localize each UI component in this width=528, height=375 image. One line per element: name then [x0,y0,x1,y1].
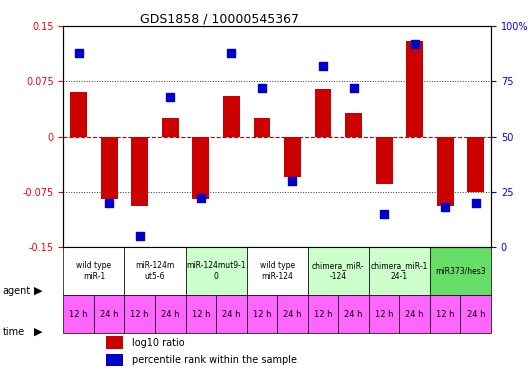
Bar [70,92,87,136]
FancyBboxPatch shape [185,247,247,295]
Point [319,63,327,69]
Point [441,204,449,210]
Text: 24 h: 24 h [344,310,363,319]
Bar [376,136,392,184]
Bar [437,136,454,206]
FancyBboxPatch shape [308,247,369,295]
FancyBboxPatch shape [277,295,308,333]
Bar [162,118,178,136]
FancyBboxPatch shape [155,295,185,333]
Point [258,85,266,91]
Bar [192,136,209,199]
FancyBboxPatch shape [430,295,460,333]
Bar [284,136,301,177]
Point [136,233,144,239]
FancyBboxPatch shape [185,295,216,333]
FancyBboxPatch shape [94,295,125,333]
Text: percentile rank within the sample: percentile rank within the sample [132,355,297,365]
Point [380,211,389,217]
FancyBboxPatch shape [460,295,491,333]
Point [166,94,174,100]
FancyBboxPatch shape [63,247,125,295]
Text: 24 h: 24 h [406,310,424,319]
Text: time: time [3,327,25,337]
Text: log10 ratio: log10 ratio [132,338,184,348]
Text: 12 h: 12 h [314,310,332,319]
Text: 12 h: 12 h [69,310,88,319]
FancyBboxPatch shape [247,295,277,333]
Text: 12 h: 12 h [436,310,455,319]
FancyBboxPatch shape [399,295,430,333]
Text: ▶: ▶ [34,327,43,337]
Text: wild type
miR-1: wild type miR-1 [77,261,111,280]
Point [196,195,205,201]
FancyBboxPatch shape [216,295,247,333]
Point [74,50,83,56]
Text: 12 h: 12 h [375,310,393,319]
Text: 12 h: 12 h [192,310,210,319]
Text: 24 h: 24 h [283,310,301,319]
Point [472,200,480,206]
Text: chimera_miR-1
24-1: chimera_miR-1 24-1 [371,261,428,280]
Point [227,50,235,56]
Text: 24 h: 24 h [467,310,485,319]
FancyBboxPatch shape [125,247,185,295]
FancyBboxPatch shape [369,247,430,295]
Point [410,41,419,47]
Text: miR373/hes3: miR373/hes3 [435,267,486,276]
Text: wild type
miR-124: wild type miR-124 [260,261,295,280]
Bar [106,354,123,366]
Text: 12 h: 12 h [130,310,149,319]
Point [105,200,114,206]
Text: 12 h: 12 h [253,310,271,319]
FancyBboxPatch shape [247,247,308,295]
Text: GDS1858 / 10000545367: GDS1858 / 10000545367 [140,12,299,25]
FancyBboxPatch shape [369,295,399,333]
Text: miR-124mut9-1
0: miR-124mut9-1 0 [186,261,246,280]
Text: chimera_miR-
-124: chimera_miR- -124 [312,261,365,280]
Bar [406,41,423,136]
Bar [315,89,332,136]
Text: 24 h: 24 h [161,310,180,319]
FancyBboxPatch shape [308,295,338,333]
Bar [253,118,270,136]
Bar [101,136,118,199]
FancyBboxPatch shape [430,247,491,295]
Text: agent: agent [3,286,31,296]
Text: miR-124m
ut5-6: miR-124m ut5-6 [135,261,175,280]
Text: 24 h: 24 h [222,310,241,319]
Bar [106,336,123,348]
Text: ▶: ▶ [34,286,43,296]
Bar [131,136,148,206]
FancyBboxPatch shape [338,295,369,333]
Point [288,178,297,184]
Bar [223,96,240,136]
Point [350,85,358,91]
Bar [345,113,362,136]
Text: 24 h: 24 h [100,310,118,319]
FancyBboxPatch shape [125,295,155,333]
Bar [467,136,484,192]
FancyBboxPatch shape [63,295,94,333]
